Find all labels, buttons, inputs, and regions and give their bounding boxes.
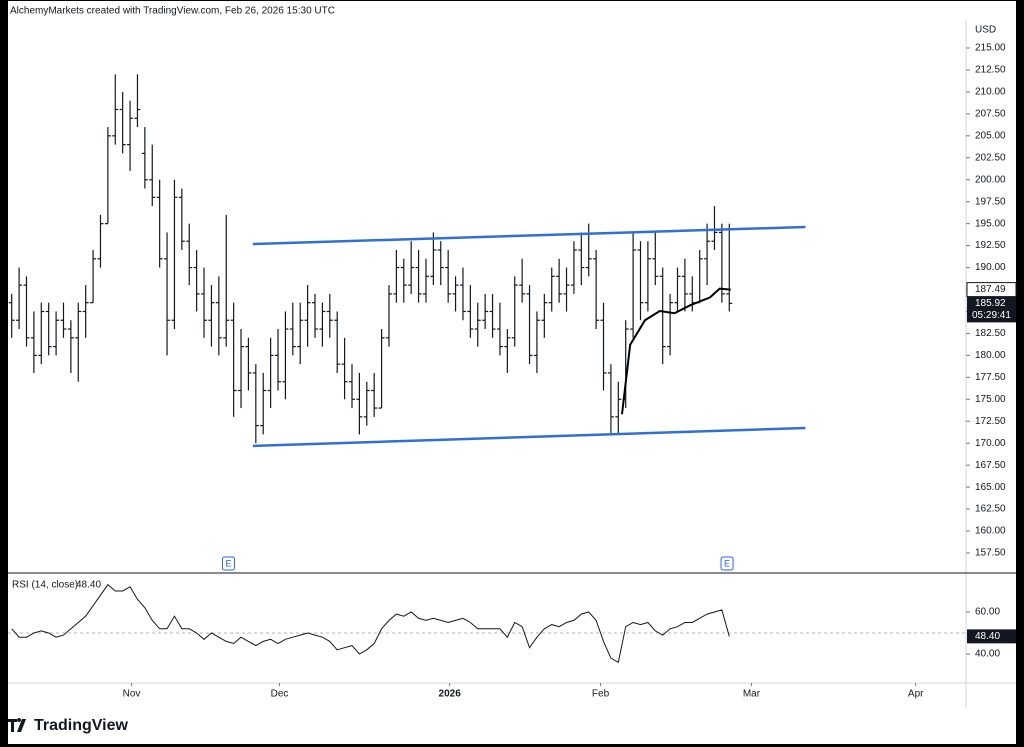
countdown: 05:29:41: [972, 310, 1011, 321]
y-tick-label: 195.00: [975, 218, 1006, 229]
chart-area: [8, 20, 1016, 708]
event-badge: [720, 556, 734, 571]
logo: [8, 718, 26, 732]
currency: USD: [975, 25, 996, 36]
last-price-label: 185.92: [975, 298, 1006, 309]
rsi-title: RSI (14, close): [12, 580, 78, 591]
moving-average: [621, 287, 731, 415]
event-badge: [221, 556, 235, 571]
y-tick-label: 200.00: [975, 174, 1006, 185]
y-tick-label: 202.50: [975, 152, 1006, 163]
y-tick-label: 207.50: [975, 109, 1006, 120]
rsi-tick-label: 60.00: [975, 607, 1000, 618]
y-tick-label: 215.00: [975, 43, 1006, 54]
y-tick-label: 205.00: [975, 130, 1006, 141]
x-tick-label: Feb: [592, 689, 610, 700]
y-tick-label: 210.00: [975, 87, 1006, 98]
header-bar: [8, 1, 1016, 20]
x-tick-label: Mar: [743, 689, 761, 700]
y-tick-label: 190.00: [975, 262, 1006, 273]
logo-icon: [8, 718, 26, 732]
y-tick-label: 177.50: [975, 372, 1006, 383]
event-label: E: [724, 558, 730, 568]
x-tick-label: Nov: [123, 689, 141, 700]
y-tick-label: 180.00: [975, 350, 1006, 361]
rsi-last-label: 48.40: [975, 631, 1000, 642]
y-tick-label: 212.50: [975, 65, 1006, 76]
y-tick-label: 170.00: [975, 438, 1006, 449]
y-tick-label: 162.50: [975, 504, 1006, 515]
y-tick-label: 167.50: [975, 460, 1006, 471]
y-tick-label: 175.00: [975, 394, 1006, 405]
y-tick-label: 157.50: [975, 548, 1006, 559]
rsi-last-box: [967, 629, 1016, 644]
rsi-tick-label: 40.00: [975, 649, 1000, 660]
x-tick-label: Dec: [271, 689, 289, 700]
rsi-line: [11, 583, 730, 664]
rsi-value: 48.40: [76, 580, 101, 591]
y-tick-label: 192.50: [975, 240, 1006, 251]
ma-price-label: 187.49: [975, 284, 1006, 295]
x-tick-label: 2026: [439, 689, 462, 700]
trendline: [252, 225, 806, 246]
footer-bar: [8, 708, 1016, 744]
y-tick-label: 182.50: [975, 328, 1006, 339]
header: AlchemyMarkets created with TradingView.…: [10, 6, 335, 17]
y-tick-label: 165.00: [975, 482, 1006, 493]
y-tick-label: 172.50: [975, 416, 1006, 427]
x-tick-label: Apr: [908, 689, 924, 700]
brand: TradingView: [34, 717, 129, 734]
trendline: [252, 426, 806, 448]
y-tick-label: 197.50: [975, 196, 1006, 207]
event-label: E: [225, 558, 231, 568]
last-price-box: [967, 296, 1016, 323]
y-tick-label: 160.00: [975, 526, 1006, 537]
